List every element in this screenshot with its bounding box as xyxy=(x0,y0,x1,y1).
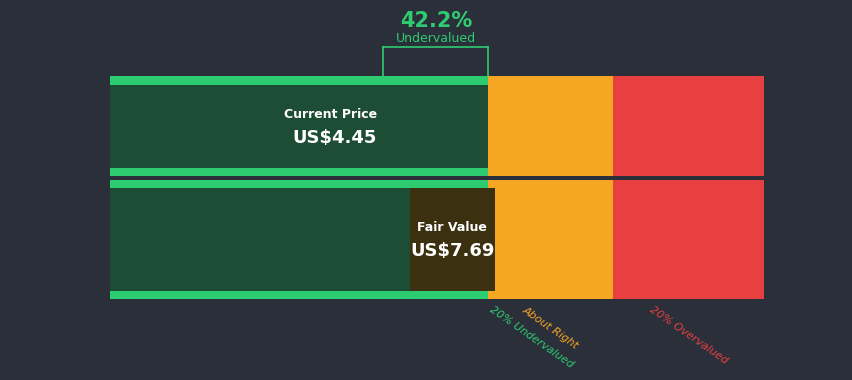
Text: Undervalued: Undervalued xyxy=(395,32,475,45)
Text: US$7.69: US$7.69 xyxy=(410,242,494,260)
Text: 42.2%: 42.2% xyxy=(400,11,471,31)
Text: Fair Value: Fair Value xyxy=(417,221,486,234)
Text: US$4.45: US$4.45 xyxy=(292,129,377,147)
FancyBboxPatch shape xyxy=(110,180,763,299)
Text: Current Price: Current Price xyxy=(284,108,377,121)
Text: 20% Undervalued: 20% Undervalued xyxy=(487,304,575,370)
FancyBboxPatch shape xyxy=(110,76,763,176)
FancyBboxPatch shape xyxy=(613,180,763,299)
FancyBboxPatch shape xyxy=(487,76,613,176)
FancyBboxPatch shape xyxy=(110,84,487,168)
Text: About Right: About Right xyxy=(521,304,580,350)
FancyBboxPatch shape xyxy=(487,180,613,299)
Text: 20% Overvalued: 20% Overvalued xyxy=(648,304,728,366)
FancyBboxPatch shape xyxy=(613,76,763,176)
FancyBboxPatch shape xyxy=(409,188,494,290)
FancyBboxPatch shape xyxy=(110,188,487,290)
FancyBboxPatch shape xyxy=(110,84,383,168)
